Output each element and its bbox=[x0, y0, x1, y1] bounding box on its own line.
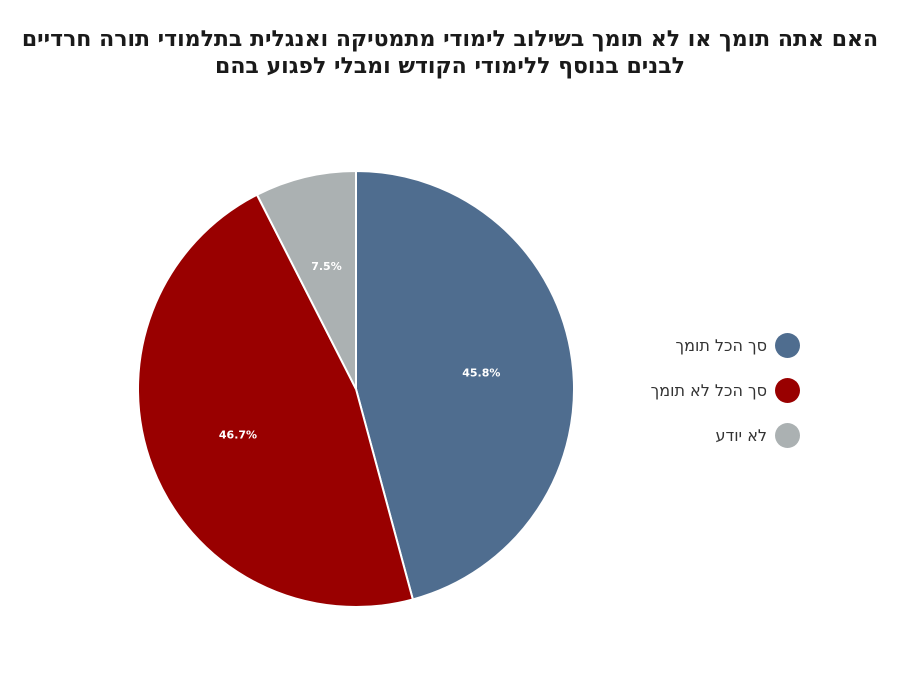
legend-swatch-oppose bbox=[775, 377, 800, 403]
chart-title: האם אתה תומך או לא תומך בשילוב לימודי מת… bbox=[0, 26, 900, 80]
legend-swatch-dont-know bbox=[775, 422, 800, 448]
chart-title-line-2: לבנים בנוסף ללימודי הקודש ומבלי לפגוע בה… bbox=[215, 54, 685, 79]
legend-label-dont-know: לא יודע bbox=[715, 425, 767, 445]
chart-title-line-1: האם אתה תומך או לא תומך בשילוב לימודי מת… bbox=[21, 27, 879, 52]
legend-swatch-support bbox=[775, 332, 800, 358]
legend-item-dont-know[interactable]: לא יודע bbox=[560, 420, 800, 450]
data-label-dont-know: 7.5% bbox=[311, 260, 342, 273]
legend-label-support: סך הכל תומך bbox=[675, 335, 768, 355]
data-label-oppose: 46.7% bbox=[219, 428, 257, 441]
legend-label-oppose: סך הכל לא תומך bbox=[650, 380, 767, 400]
data-label-support: 45.8% bbox=[462, 366, 500, 379]
pie-slice-dont-know[interactable] bbox=[255, 169, 357, 390]
pie-slice-oppose[interactable] bbox=[137, 193, 415, 608]
chart-legend: סך הכל תומך סך הכל לא תומך לא יודע bbox=[560, 330, 800, 465]
legend-item-oppose[interactable]: סך הכל לא תומך bbox=[560, 375, 800, 405]
pie-slice-support[interactable] bbox=[355, 169, 575, 601]
legend-item-support[interactable]: סך הכל תומך bbox=[560, 330, 800, 360]
